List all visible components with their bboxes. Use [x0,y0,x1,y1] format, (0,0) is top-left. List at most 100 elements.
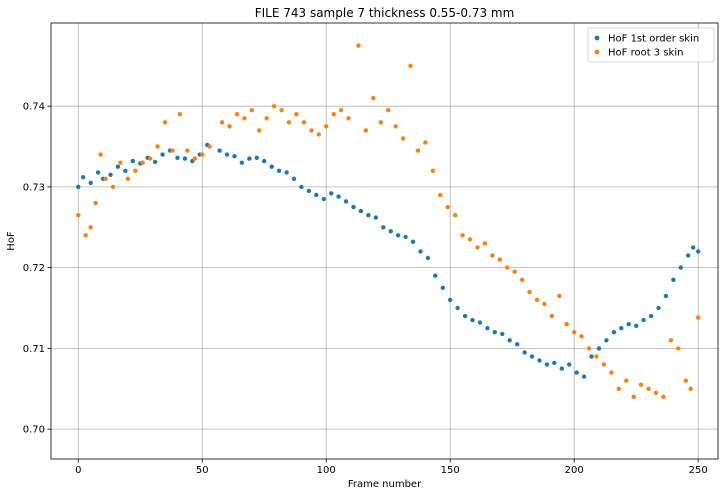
data-point [410,239,416,244]
data-point [581,374,587,379]
data-point [624,378,629,383]
data-point [294,112,299,117]
data-point [301,120,307,125]
data-point [234,112,240,117]
data-point [346,116,351,121]
data-point [133,168,138,173]
data-point [512,269,517,274]
data-point [433,273,438,278]
data-point [634,323,639,328]
data-point [460,233,465,238]
data-point [291,176,297,181]
data-point [415,148,421,153]
data-point [93,200,98,206]
data-point [656,305,661,311]
data-point [646,386,651,391]
plot-frame [50,22,719,460]
data-point [321,196,326,202]
data-point [81,175,86,180]
data-point [534,297,540,303]
x-axis-label: Frame number [348,479,422,490]
data-point [371,95,376,101]
y-tick-label: 0.73 [23,182,45,193]
data-point [601,362,607,367]
data-point [239,160,245,165]
data-point [567,362,572,367]
data-point [683,378,688,383]
data-point [299,184,304,190]
data-point [115,164,121,169]
data-point [572,330,577,335]
data-point [207,144,212,149]
data-point [671,277,676,282]
data-point [185,148,190,153]
data-point [542,301,547,307]
data-point [388,229,393,234]
data-point [170,148,175,153]
data-point [351,204,356,210]
data-point [140,160,145,165]
data-point [462,313,468,319]
chart-title: FILE 743 sample 7 thickness 0.55-0.73 mm [255,6,515,20]
data-point [314,192,319,198]
data-point [257,128,262,133]
x-tick-label: 250 [689,465,708,476]
legend: HoF 1st order skin HoF root 3 skin [587,27,715,63]
data-point [343,199,349,204]
x-tick-label: 0 [75,465,81,476]
data-point [430,168,436,173]
data-point [123,168,128,173]
data-point [306,188,312,194]
y-tick-label: 0.71 [23,344,45,355]
data-point [395,233,401,238]
data-point [192,156,197,161]
data-point [400,136,406,141]
x-tick-label: 150 [441,465,460,476]
data-point [500,331,505,337]
data-point [381,225,386,230]
data-point [254,155,259,160]
data-point [329,191,334,196]
data-point [529,354,535,359]
gridlines [51,23,718,459]
data-point [118,160,123,165]
data-point [88,225,93,230]
y-tick-label: 0.74 [23,102,45,113]
data-point [544,362,550,367]
axis-ticks: 0 50 100 150 200 250 0.70 0.71 0.72 0.73 0.74 [23,102,708,476]
data-point [316,132,321,137]
y-tick-label: 0.72 [23,263,45,274]
data-point [286,120,292,125]
data-point [564,322,569,327]
data-point [76,213,81,218]
data-point [641,317,646,323]
data-point [356,43,361,48]
data-point [227,124,232,129]
data-point [363,128,369,133]
data-point [338,108,344,113]
data-point [467,237,473,242]
data-point [148,156,153,161]
data-point [373,215,378,220]
data-point [219,120,225,125]
data-point [691,245,696,250]
data-point [177,112,183,117]
data-point [272,104,277,109]
data-point [455,305,460,311]
data-point [418,249,423,254]
data-point [594,354,599,359]
data-point [262,158,267,164]
data-point [490,253,495,258]
data-point [537,358,542,363]
data-point [589,354,594,359]
data-point [696,315,701,320]
data-point [83,233,88,238]
data-point [638,382,644,387]
data-points [76,43,701,399]
data-point [242,116,247,121]
data-point [279,108,284,113]
data-point [668,338,674,343]
data-point [616,386,621,391]
data-point [425,255,431,261]
